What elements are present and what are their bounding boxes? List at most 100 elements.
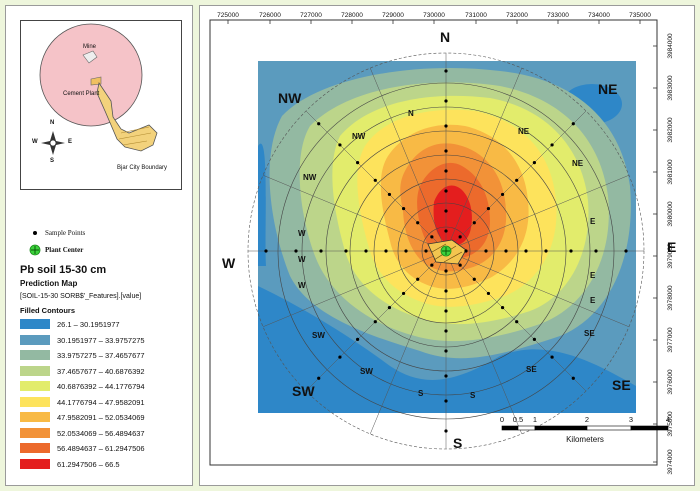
legend-class-label: 44.1776794 – 47.9582091 xyxy=(57,397,145,407)
contour-band-0-south xyxy=(258,286,636,413)
sample-point xyxy=(472,221,476,225)
northing-label: 3974000 xyxy=(667,449,674,475)
legend-panel: Mine Cement Plant Bjar City Boundary N S… xyxy=(5,5,193,486)
inset-map-graphic xyxy=(39,23,158,155)
sample-point xyxy=(444,69,448,73)
sample-point xyxy=(444,309,448,313)
plant-center-marker xyxy=(440,245,452,257)
sample-point xyxy=(444,209,448,213)
sample-point xyxy=(317,376,321,380)
sample-point xyxy=(384,249,388,253)
sample-point xyxy=(532,161,536,165)
sample-point xyxy=(444,429,448,433)
sample-point xyxy=(319,249,323,253)
easting-label: 733000 xyxy=(547,12,569,19)
legend-class-swatch xyxy=(20,427,50,438)
easting-label: 732000 xyxy=(506,12,528,19)
sample-point xyxy=(317,122,321,126)
direction-label-se: SE xyxy=(612,377,631,393)
sample-point xyxy=(401,291,406,296)
legend-class-swatch xyxy=(20,458,50,469)
sample-point xyxy=(571,376,575,380)
legend-class-swatch xyxy=(20,365,50,376)
cement-plant-shape xyxy=(90,76,102,86)
sector-label: E xyxy=(590,271,596,280)
sampling-ray xyxy=(369,67,447,252)
sector-label: W xyxy=(298,229,306,238)
legend-class-row: 30.1951977 – 33.9757275 xyxy=(20,334,190,346)
sample-point xyxy=(424,249,428,253)
location-inset-map: Mine Cement Plant Bjar City Boundary N S… xyxy=(20,20,182,190)
prediction-map: 725000 726000 727000 728000 729000 730000 7310… xyxy=(209,12,676,475)
scale-bar-segment xyxy=(517,425,536,431)
sampling-ray xyxy=(262,250,447,328)
legend-class-row: 56.4894637 – 61.2947506 xyxy=(20,443,190,454)
sample-point xyxy=(484,249,488,253)
scale-bar-unit: Kilometers xyxy=(566,435,604,444)
sample-point xyxy=(544,249,548,253)
sample-point xyxy=(444,329,448,333)
sample-point xyxy=(515,320,519,324)
easting-label: 729000 xyxy=(382,12,404,19)
sample-point xyxy=(356,337,360,341)
legend-class-swatch xyxy=(20,350,50,360)
inset-compass-n: N xyxy=(50,120,55,126)
sector-label: NW xyxy=(303,173,317,182)
legend-class-swatch xyxy=(20,412,50,422)
scale-bar-segment xyxy=(586,425,632,431)
legend-class-row: 26.1 – 30.1951977 xyxy=(20,319,190,330)
legend-layer-name: [SOIL-15-30 SORB$'_Features].[value] xyxy=(20,293,142,300)
sector-label: E xyxy=(590,296,596,305)
sample-point xyxy=(373,320,377,324)
legend-class-label: 52.0534069 – 56.4894637 xyxy=(57,428,145,438)
easting-label: 728000 xyxy=(341,12,363,19)
legend-title: Pb soil 15-30 cm xyxy=(20,264,107,276)
northing-label: 3980000 xyxy=(667,201,674,227)
easting-label: 731000 xyxy=(465,12,487,19)
sector-label: SW xyxy=(312,331,325,340)
sector-label: NW xyxy=(352,132,366,141)
northing-label: 3978000 xyxy=(667,285,674,311)
scale-bar-segment xyxy=(501,425,519,431)
sample-point xyxy=(401,206,406,211)
sample-point xyxy=(486,206,491,211)
sampling-ray xyxy=(445,67,523,252)
sample-point xyxy=(624,249,628,253)
sampling-ray xyxy=(369,250,447,435)
legend-class-label: 37.4657677 – 40.6876392 xyxy=(57,366,145,376)
contour-surface xyxy=(258,61,636,413)
legend-class-swatch xyxy=(20,334,50,345)
inset-north-arrow xyxy=(41,131,65,155)
sample-point xyxy=(404,249,408,253)
direction-label-e: E xyxy=(667,239,676,255)
legend-class-row: 33.9757275 – 37.4657677 xyxy=(20,350,190,361)
inset-compass-s: S xyxy=(50,158,55,164)
easting-label: 735000 xyxy=(629,12,651,19)
easting-label: 726000 xyxy=(259,12,281,19)
inset-compass-w: W xyxy=(32,139,38,145)
contour-band-9 xyxy=(433,185,472,246)
sampling-ray xyxy=(445,250,630,328)
sample-point xyxy=(500,305,505,310)
scale-bar-segment xyxy=(630,425,669,431)
direction-label-s: S xyxy=(453,435,462,451)
easting-label: 730000 xyxy=(423,12,445,19)
sector-label: S xyxy=(470,391,476,400)
plant-center-symbol xyxy=(29,244,41,256)
legend-class-label: 30.1951977 – 33.9757275 xyxy=(57,335,145,345)
sector-label: SE xyxy=(584,329,595,338)
sample-point xyxy=(569,249,573,253)
sector-label: W xyxy=(298,255,306,264)
legend-class-swatch xyxy=(20,319,50,329)
legend-class-row: 37.4657677 – 40.6876392 xyxy=(20,365,190,377)
coordinate-grid: 725000 726000 727000 728000 729000 730000 7310… xyxy=(217,12,674,475)
northing-label: 3977000 xyxy=(667,327,674,353)
sample-point xyxy=(500,192,505,197)
sample-point xyxy=(486,291,491,296)
sample-point xyxy=(338,355,342,359)
legend-plant-center: Plant Center xyxy=(45,246,84,254)
direction-label-ne: NE xyxy=(598,81,617,97)
sample-point xyxy=(515,178,519,182)
direction-label-w: W xyxy=(222,255,236,271)
